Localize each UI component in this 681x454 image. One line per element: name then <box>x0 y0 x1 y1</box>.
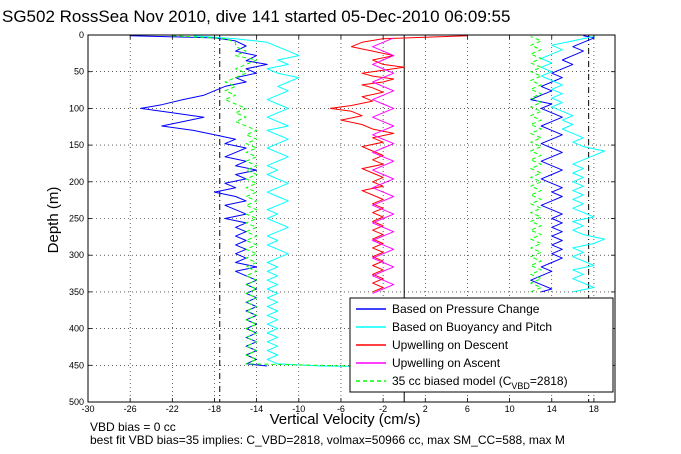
y-tick-label: 200 <box>69 177 84 187</box>
legend-model-tail: =2818) <box>530 374 568 388</box>
x-tick-label: 18 <box>589 404 599 414</box>
y-tick-label: 450 <box>69 360 84 370</box>
legend-items: Based on Pressure Change Based on Buoyanc… <box>356 302 552 370</box>
chart-title: SG502 RossSea Nov 2010, dive 141 started… <box>2 7 510 26</box>
y-tick-label: 350 <box>69 287 84 297</box>
legend-box <box>349 297 614 393</box>
y-axis-ticks: 0 50 100 150 200 250 300 350 400 450 500 <box>69 30 615 407</box>
x-tick-label: -6 <box>337 404 345 414</box>
y-tick-label: 300 <box>69 250 84 260</box>
y-tick-label: 50 <box>74 67 84 77</box>
legend-label-2: Upwelling on Descent <box>392 338 509 352</box>
x-tick-label: 2 <box>423 404 428 414</box>
series-line-1 <box>193 35 384 368</box>
y-tick-label: 500 <box>69 397 84 407</box>
series-line-4 <box>172 35 352 367</box>
x-tick-label: -26 <box>124 404 137 414</box>
x-tick-label: 14 <box>547 404 557 414</box>
series-line-2 <box>329 35 468 293</box>
series-line-5 <box>530 35 595 293</box>
y-axis-label: Depth (m) <box>45 187 62 254</box>
series-line-3 <box>372 37 395 294</box>
x-tick-label: -30 <box>81 404 94 414</box>
x-axis-label: Vertical Velocity (cm/s) <box>270 411 421 428</box>
y-tick-label: 400 <box>69 324 84 334</box>
y-tick-label: 250 <box>69 214 84 224</box>
x-axis-ticks: -30 -26 -22 -18 -14 -10 -6 -2 2 6 10 14 18 <box>81 35 599 414</box>
legend-model-main: 35 cc biased model (C <box>392 374 512 388</box>
legend-label-0: Based on Pressure Change <box>392 302 540 316</box>
legend-label-1: Based on Buoyancy and Pitch <box>392 320 552 334</box>
y-tick-label: 100 <box>69 103 84 113</box>
x-tick-label: 10 <box>505 404 515 414</box>
legend-model-sub: VBD <box>511 381 530 391</box>
footer-line-2: best fit VBD bias=35 implies: C_VBD=2818… <box>90 433 565 447</box>
y-tick-label: 0 <box>79 30 84 40</box>
series-group <box>130 35 605 368</box>
series-line-7 <box>530 36 542 293</box>
legend-label-3: Upwelling on Ascent <box>392 356 501 370</box>
x-tick-label: -10 <box>292 404 305 414</box>
x-tick-label: -22 <box>166 404 179 414</box>
series-line-6 <box>540 36 605 293</box>
x-tick-label: -14 <box>250 404 263 414</box>
legend: Based on Pressure Change Based on Buoyanc… <box>349 297 614 393</box>
x-tick-label: 6 <box>465 404 470 414</box>
footer-line-1: VBD bias = 0 cc <box>90 420 176 434</box>
y-tick-label: 150 <box>69 140 84 150</box>
x-tick-label: -2 <box>379 404 387 414</box>
x-tick-label: -18 <box>208 404 221 414</box>
legend-model-label: 35 cc biased model (CVBD=2818) <box>392 374 568 391</box>
